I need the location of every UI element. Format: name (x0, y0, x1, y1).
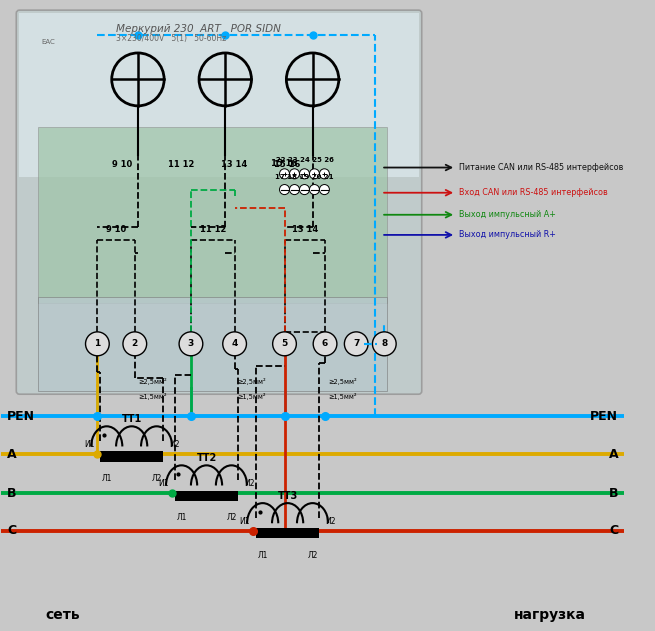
Text: PEN: PEN (7, 410, 35, 423)
Text: Л2: Л2 (307, 551, 318, 560)
Bar (20, 13, 419, 177)
Text: Л1: Л1 (102, 474, 112, 483)
Text: Л1: Л1 (257, 551, 268, 560)
Text: ≥2,5мм²: ≥2,5мм² (238, 378, 267, 385)
Text: 3: 3 (188, 339, 194, 348)
Text: сеть: сеть (46, 608, 81, 622)
Text: 15 16: 15 16 (274, 160, 301, 169)
Text: Л2: Л2 (151, 474, 162, 483)
Text: 13 14: 13 14 (291, 225, 318, 233)
Text: 15 16: 15 16 (271, 158, 297, 168)
Text: EAC: EAC (41, 38, 55, 45)
Bar (38, 127, 387, 303)
Text: 5: 5 (282, 339, 288, 348)
Circle shape (373, 332, 396, 356)
Text: PEN: PEN (590, 410, 618, 423)
Text: C: C (7, 524, 16, 538)
Circle shape (290, 184, 299, 194)
Bar (38, 297, 387, 391)
Text: A: A (608, 447, 618, 461)
Text: B: B (7, 487, 16, 500)
Text: 4: 4 (231, 339, 238, 348)
Text: ≥1,5мм²: ≥1,5мм² (238, 394, 267, 401)
Text: И2: И2 (325, 517, 335, 526)
Text: C: C (609, 524, 618, 538)
Circle shape (320, 184, 329, 194)
Text: ≥2,5мм²: ≥2,5мм² (138, 378, 166, 385)
Text: нагрузка: нагрузка (514, 608, 586, 622)
Bar (257, 528, 319, 538)
Text: И1: И1 (159, 479, 169, 488)
Circle shape (290, 169, 299, 179)
Circle shape (280, 169, 290, 179)
Text: Вход CAN или RS-485 интерфейсов: Вход CAN или RS-485 интерфейсов (459, 188, 608, 198)
Text: Питание CAN или RS-485 интерфейсов: Питание CAN или RS-485 интерфейсов (459, 163, 624, 172)
Circle shape (86, 332, 109, 356)
Text: ≥1,5мм²: ≥1,5мм² (328, 394, 357, 401)
Text: И1: И1 (240, 517, 250, 526)
Circle shape (299, 169, 309, 179)
Circle shape (179, 332, 203, 356)
Text: B: B (608, 487, 618, 500)
Text: 9 10: 9 10 (112, 160, 132, 169)
Text: Выход импульсный А+: Выход импульсный А+ (459, 210, 556, 219)
Text: Выход импульсный R+: Выход импульсный R+ (459, 230, 556, 239)
Text: 22 23 24 25 26: 22 23 24 25 26 (276, 157, 333, 163)
Bar (176, 490, 238, 500)
Text: 9 10: 9 10 (106, 225, 126, 233)
Bar (100, 452, 163, 461)
Circle shape (299, 184, 309, 194)
Text: 2: 2 (132, 339, 138, 348)
Circle shape (280, 184, 290, 194)
FancyBboxPatch shape (16, 10, 422, 394)
Text: Л1: Л1 (176, 513, 187, 522)
Text: Л2: Л2 (226, 513, 236, 522)
Circle shape (223, 332, 246, 356)
Text: 11 12: 11 12 (168, 160, 195, 169)
Text: 1: 1 (94, 339, 100, 348)
Circle shape (320, 169, 329, 179)
Text: A: A (7, 447, 16, 461)
Text: И2: И2 (244, 479, 254, 488)
Text: 13 14: 13 14 (221, 160, 248, 169)
Circle shape (309, 184, 320, 194)
Text: 3×230/400V   5(1)   50-60Hz: 3×230/400V 5(1) 50-60Hz (116, 34, 227, 43)
Circle shape (272, 332, 296, 356)
Circle shape (345, 332, 368, 356)
Text: Меркурий 230  ART   POR SIDN: Меркурий 230 ART POR SIDN (116, 24, 281, 34)
Circle shape (309, 169, 320, 179)
Text: 7: 7 (353, 339, 360, 348)
Text: 11 12: 11 12 (200, 225, 226, 233)
Text: ТТ3: ТТ3 (278, 491, 298, 501)
Text: ≥1,5мм²: ≥1,5мм² (138, 394, 166, 401)
Text: И1: И1 (84, 440, 94, 449)
Text: 8: 8 (381, 339, 387, 348)
Text: ТТ1: ТТ1 (122, 415, 142, 425)
Circle shape (123, 332, 147, 356)
Text: 17 18 19 20 21: 17 18 19 20 21 (275, 174, 333, 180)
Text: ≥2,5мм²: ≥2,5мм² (328, 378, 357, 385)
Circle shape (313, 332, 337, 356)
Text: И2: И2 (169, 440, 179, 449)
Text: ТТ2: ТТ2 (196, 454, 217, 463)
Text: 6: 6 (322, 339, 328, 348)
